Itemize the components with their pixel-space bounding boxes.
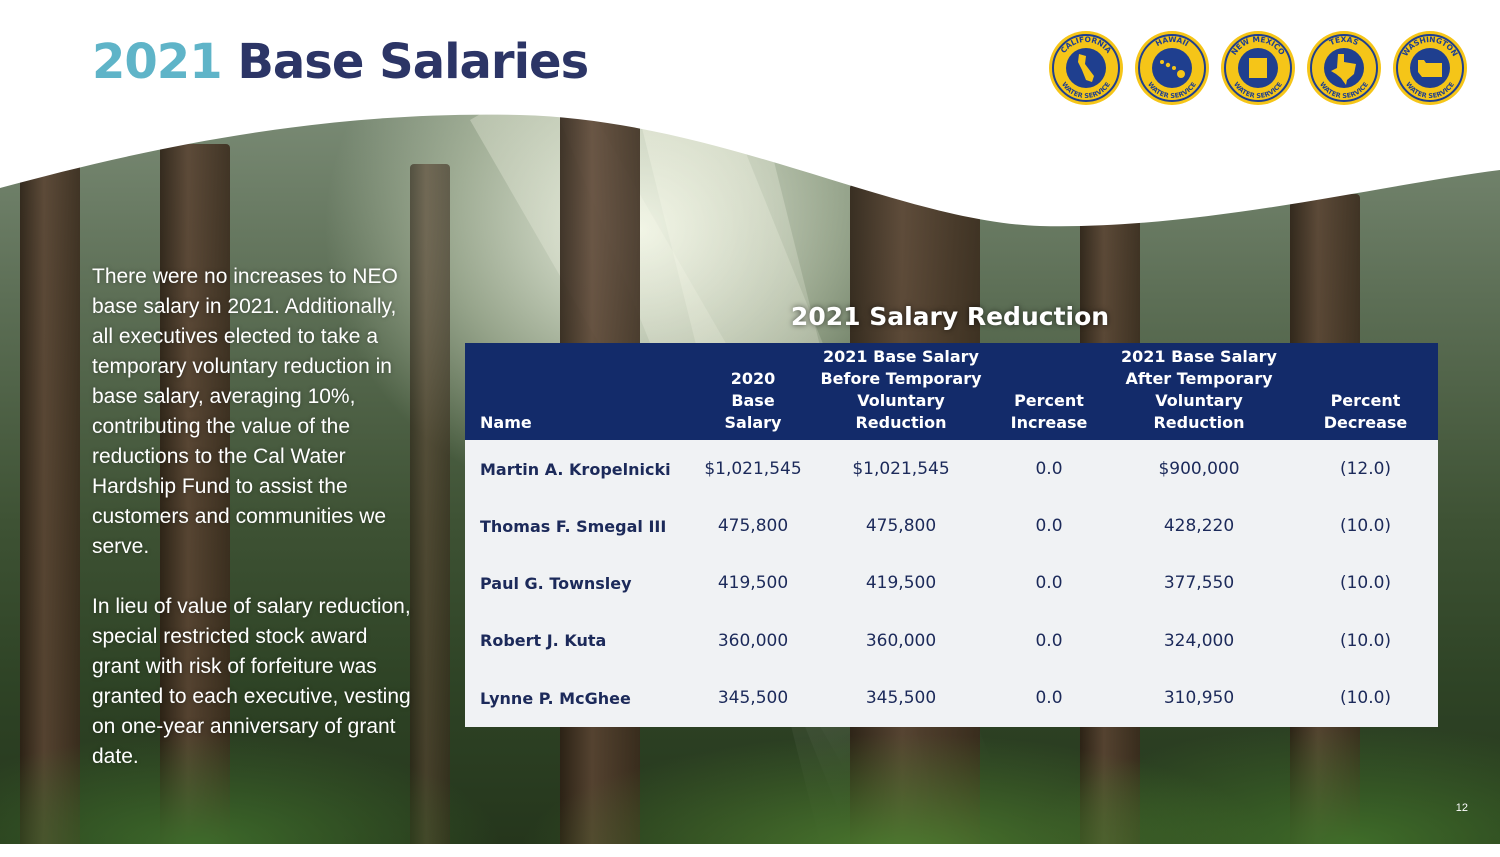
header-pct-dec-line1: Percent: [1330, 391, 1401, 410]
cell-percent-increase: 0.0: [1035, 573, 1063, 594]
cell-after-reduction: 324,000: [1163, 630, 1235, 651]
california-water-service-logo: CALIFORNIA WATER SERVICE: [1049, 31, 1123, 105]
hawaii-state-icon: [1160, 60, 1185, 78]
header-before-line2: Before Temporary: [820, 369, 982, 388]
header-before-line1: 2021 Base Salary: [823, 347, 979, 366]
cell-percent-decrease: (12.0): [1339, 459, 1392, 480]
cell-name: Thomas F. Smegal III: [480, 516, 667, 536]
table-row: Paul G. Townsley 419,500 419,500 0.0 377…: [465, 555, 1438, 612]
new-mexico-state-icon: [1249, 58, 1267, 78]
paragraph-salary-reduction: There were no increases to NEO base sala…: [92, 265, 398, 558]
header-before-reduction: 2021 Base Salary Before Temporary Volunt…: [809, 343, 993, 440]
texas-state-icon: [1331, 54, 1356, 85]
header-after-reduction: 2021 Base Salary After Temporary Volunta…: [1105, 343, 1293, 440]
title-text: Base Salaries: [237, 34, 589, 90]
cell-percent-decrease: (10.0): [1339, 516, 1392, 537]
table-title: 2021 Salary Reduction: [790, 302, 1110, 331]
table-row: Lynne P. McGhee 345,500 345,500 0.0 310,…: [465, 670, 1438, 727]
salary-reduction-table: Name 2020 Base Salary 2021 Base Salary B…: [465, 343, 1438, 727]
table-header-row: Name 2020 Base Salary 2021 Base Salary B…: [465, 343, 1438, 440]
cell-percent-decrease: (10.0): [1339, 573, 1392, 594]
title-year: 2021: [92, 34, 223, 90]
cell-name: Robert J. Kuta: [480, 631, 607, 651]
cell-name: Martin A. Kropelnicki: [480, 459, 671, 479]
header-pct-inc-line1: Percent: [1014, 391, 1084, 410]
cell-percent-increase: 0.0: [1035, 516, 1063, 537]
cell-percent-increase: 0.0: [1035, 630, 1063, 651]
cell-after-reduction: $900,000: [1158, 459, 1240, 480]
cell-name: Lynne P. McGhee: [480, 688, 631, 708]
table-row: Robert J. Kuta 360,000 360,000 0.0 324,0…: [465, 612, 1438, 669]
cell-2020-base-salary: 475,800: [717, 516, 789, 537]
cell-name: Paul G. Townsley: [480, 573, 632, 593]
header-2020-line1: 2020: [730, 369, 776, 388]
cell-2020-base-salary: 419,500: [717, 573, 789, 594]
cell-percent-increase: 0.0: [1035, 459, 1063, 480]
svg-text:TEXAS: TEXAS: [1328, 35, 1360, 47]
cell-2020-base-salary: $1,021,545: [704, 459, 802, 480]
new-mexico-water-service-logo: NEW MEXICO WATER SERVICE: [1221, 31, 1295, 105]
header-name: Name: [480, 413, 532, 432]
header-after-line3: Voluntary Reduction: [1153, 391, 1245, 432]
cell-before-reduction: 360,000: [865, 630, 937, 651]
header-wave: [0, 0, 1500, 227]
washington-state-icon: [1418, 60, 1442, 77]
table-row: Martin A. Kropelnicki $1,021,545 $1,021,…: [465, 440, 1438, 497]
company-logos: CALIFORNIA WATER SERVICE HAWAII WATER SE…: [1048, 30, 1478, 110]
cell-before-reduction: 419,500: [865, 573, 937, 594]
cell-after-reduction: 310,950: [1163, 688, 1235, 709]
page-title: 2021 Base Salaries: [92, 34, 589, 90]
cell-after-reduction: 428,220: [1163, 516, 1235, 537]
header-after-line2: After Temporary: [1125, 369, 1273, 388]
header-after-line1: 2021 Base Salary: [1121, 347, 1277, 366]
header-2020-line2: Base Salary: [724, 391, 782, 432]
cell-percent-decrease: (10.0): [1339, 688, 1392, 709]
cell-2020-base-salary: 360,000: [717, 630, 789, 651]
cell-before-reduction: 345,500: [865, 688, 937, 709]
cell-percent-decrease: (10.0): [1339, 630, 1392, 651]
header-percent-increase: Percent Increase: [993, 343, 1105, 440]
texas-water-service-logo: TEXAS WATER SERVICE: [1307, 31, 1381, 105]
cell-2020-base-salary: 345,500: [717, 688, 789, 709]
header-before-line3: Voluntary Reduction: [855, 391, 947, 432]
cell-after-reduction: 377,550: [1163, 573, 1235, 594]
washington-water-service-logo: WASHINGTON WATER SERVICE: [1393, 31, 1467, 105]
table-row: Thomas F. Smegal III 475,800 475,800 0.0…: [465, 497, 1438, 554]
cell-before-reduction: $1,021,545: [852, 459, 950, 480]
body-text: There were no increases to NEO base sala…: [92, 262, 412, 772]
header-2020-base-salary: 2020 Base Salary: [697, 343, 809, 440]
header-pct-dec-line2: Decrease: [1323, 413, 1408, 432]
paragraph-stock-award: In lieu of value of salary reduction, sp…: [92, 595, 411, 768]
header-pct-inc-line2: Increase: [1010, 413, 1088, 432]
page-number: 12: [1455, 802, 1468, 814]
hawaii-water-service-logo: HAWAII WATER SERVICE: [1135, 31, 1209, 105]
cell-percent-increase: 0.0: [1035, 688, 1063, 709]
california-state-icon: [1078, 54, 1094, 82]
cell-before-reduction: 475,800: [865, 516, 937, 537]
header-percent-decrease: Percent Decrease: [1293, 343, 1438, 440]
svg-text:HAWAII: HAWAII: [1154, 35, 1190, 48]
